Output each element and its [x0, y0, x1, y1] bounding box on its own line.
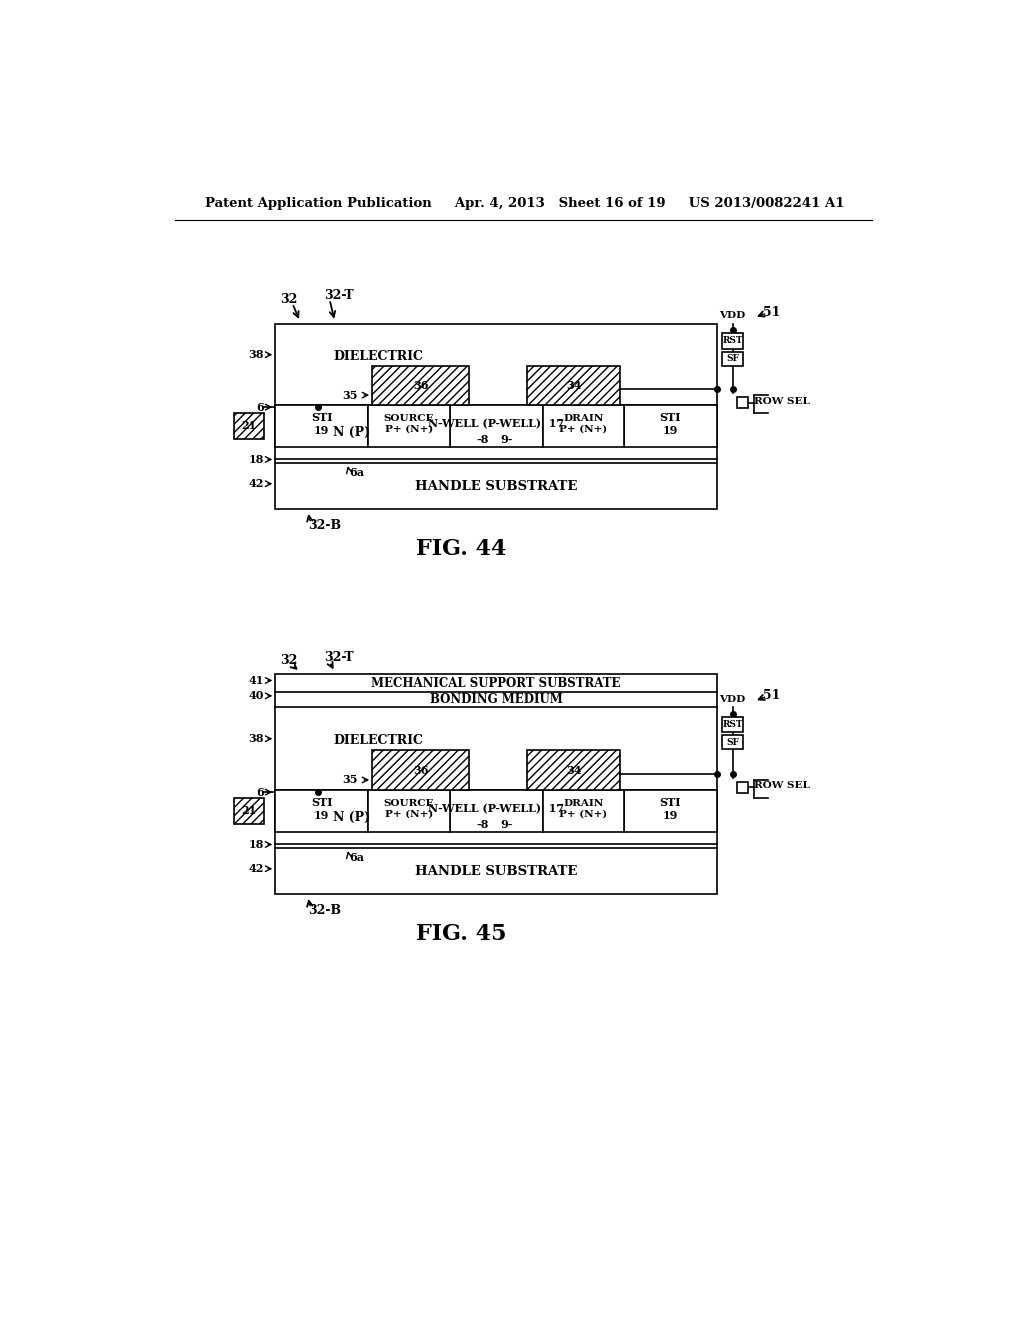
Text: 21: 21: [242, 805, 257, 817]
Text: MECHANICAL SUPPORT SUBSTRATE: MECHANICAL SUPPORT SUBSTRATE: [372, 677, 621, 689]
Text: 51: 51: [764, 306, 781, 319]
Text: SOURCE
P+ (N+): SOURCE P+ (N+): [384, 799, 434, 818]
Bar: [722, 333, 743, 348]
Text: 6a: 6a: [349, 853, 364, 863]
Text: DRAIN
P+ (N+): DRAIN P+ (N+): [559, 414, 607, 433]
Text: HANDLE SUBSTRATE: HANDLE SUBSTRATE: [415, 479, 578, 492]
Text: 36: 36: [413, 764, 428, 776]
Text: 32: 32: [281, 293, 298, 306]
Text: RST: RST: [722, 337, 742, 346]
Text: 6a: 6a: [349, 467, 364, 478]
Text: 9-: 9-: [501, 818, 513, 830]
Text: 6: 6: [256, 787, 263, 797]
Text: RST: RST: [722, 719, 742, 729]
Text: STI
19: STI 19: [659, 412, 681, 436]
Bar: [234, 797, 263, 825]
Text: DIELECTRIC: DIELECTRIC: [334, 734, 423, 747]
Bar: [624, 789, 717, 832]
Text: 36: 36: [413, 380, 428, 391]
Text: -8: -8: [476, 818, 488, 830]
Text: 18: 18: [248, 454, 263, 465]
Text: -8: -8: [476, 434, 488, 445]
Bar: [722, 717, 743, 733]
Text: 32: 32: [281, 653, 298, 667]
Text: SF: SF: [726, 354, 739, 363]
Text: FIG. 44: FIG. 44: [416, 537, 507, 560]
Text: N (P): N (P): [334, 810, 371, 824]
Bar: [527, 750, 621, 789]
Text: Patent Application Publication     Apr. 4, 2013   Sheet 16 of 19     US 2013/008: Patent Application Publication Apr. 4, 2…: [205, 197, 845, 210]
Text: VDD: VDD: [720, 694, 745, 704]
Text: FIG. 45: FIG. 45: [416, 923, 507, 945]
Text: N-WELL (P-WELL)  17: N-WELL (P-WELL) 17: [428, 418, 564, 429]
Text: BONDING MEDIUM: BONDING MEDIUM: [430, 693, 562, 706]
Text: 51: 51: [764, 689, 781, 702]
Bar: [737, 397, 748, 408]
Text: STI
19: STI 19: [311, 797, 333, 821]
Text: STI
19: STI 19: [311, 412, 333, 436]
Text: DRAIN
P+ (N+): DRAIN P+ (N+): [559, 799, 607, 818]
Text: DIELECTRIC: DIELECTRIC: [334, 350, 423, 363]
Bar: [275, 789, 369, 832]
Bar: [527, 366, 621, 405]
Text: N-WELL (P-WELL)  17: N-WELL (P-WELL) 17: [428, 804, 564, 814]
Bar: [737, 781, 748, 793]
Text: 32-B: 32-B: [308, 519, 342, 532]
Text: 32-T: 32-T: [324, 289, 353, 302]
Text: SOURCE
P+ (N+): SOURCE P+ (N+): [384, 414, 434, 433]
Bar: [369, 789, 450, 832]
Text: STI
19: STI 19: [659, 797, 681, 821]
Text: 32-B: 32-B: [308, 904, 342, 917]
Text: 42: 42: [248, 863, 263, 874]
Text: 35: 35: [343, 775, 358, 785]
Text: 41: 41: [248, 675, 263, 686]
Text: 35: 35: [343, 389, 358, 400]
Text: HANDLE SUBSTRATE: HANDLE SUBSTRATE: [415, 865, 578, 878]
Text: 34: 34: [566, 380, 582, 391]
Bar: [275, 323, 717, 508]
Bar: [372, 366, 469, 405]
Bar: [624, 405, 717, 447]
Text: 40: 40: [248, 690, 263, 701]
Bar: [543, 405, 624, 447]
Bar: [722, 735, 743, 748]
Text: 21: 21: [242, 421, 257, 432]
Text: 34: 34: [566, 764, 582, 776]
Text: ROW SEL: ROW SEL: [755, 781, 810, 791]
Text: 18: 18: [248, 840, 263, 850]
Text: 9-: 9-: [501, 434, 513, 445]
Text: N (P): N (P): [334, 425, 371, 438]
Text: 32-T: 32-T: [324, 651, 353, 664]
Text: 38: 38: [248, 733, 263, 744]
Bar: [275, 405, 369, 447]
Text: 6: 6: [256, 401, 263, 413]
Bar: [722, 351, 743, 366]
Bar: [543, 789, 624, 832]
Bar: [450, 789, 543, 832]
Text: ROW SEL: ROW SEL: [755, 397, 810, 405]
Bar: [369, 405, 450, 447]
Bar: [372, 750, 469, 789]
Bar: [450, 405, 543, 447]
Bar: [275, 675, 717, 894]
Bar: [234, 412, 263, 440]
Text: 42: 42: [248, 478, 263, 490]
Text: VDD: VDD: [720, 312, 745, 321]
Text: SF: SF: [726, 738, 739, 747]
Text: 38: 38: [248, 350, 263, 360]
